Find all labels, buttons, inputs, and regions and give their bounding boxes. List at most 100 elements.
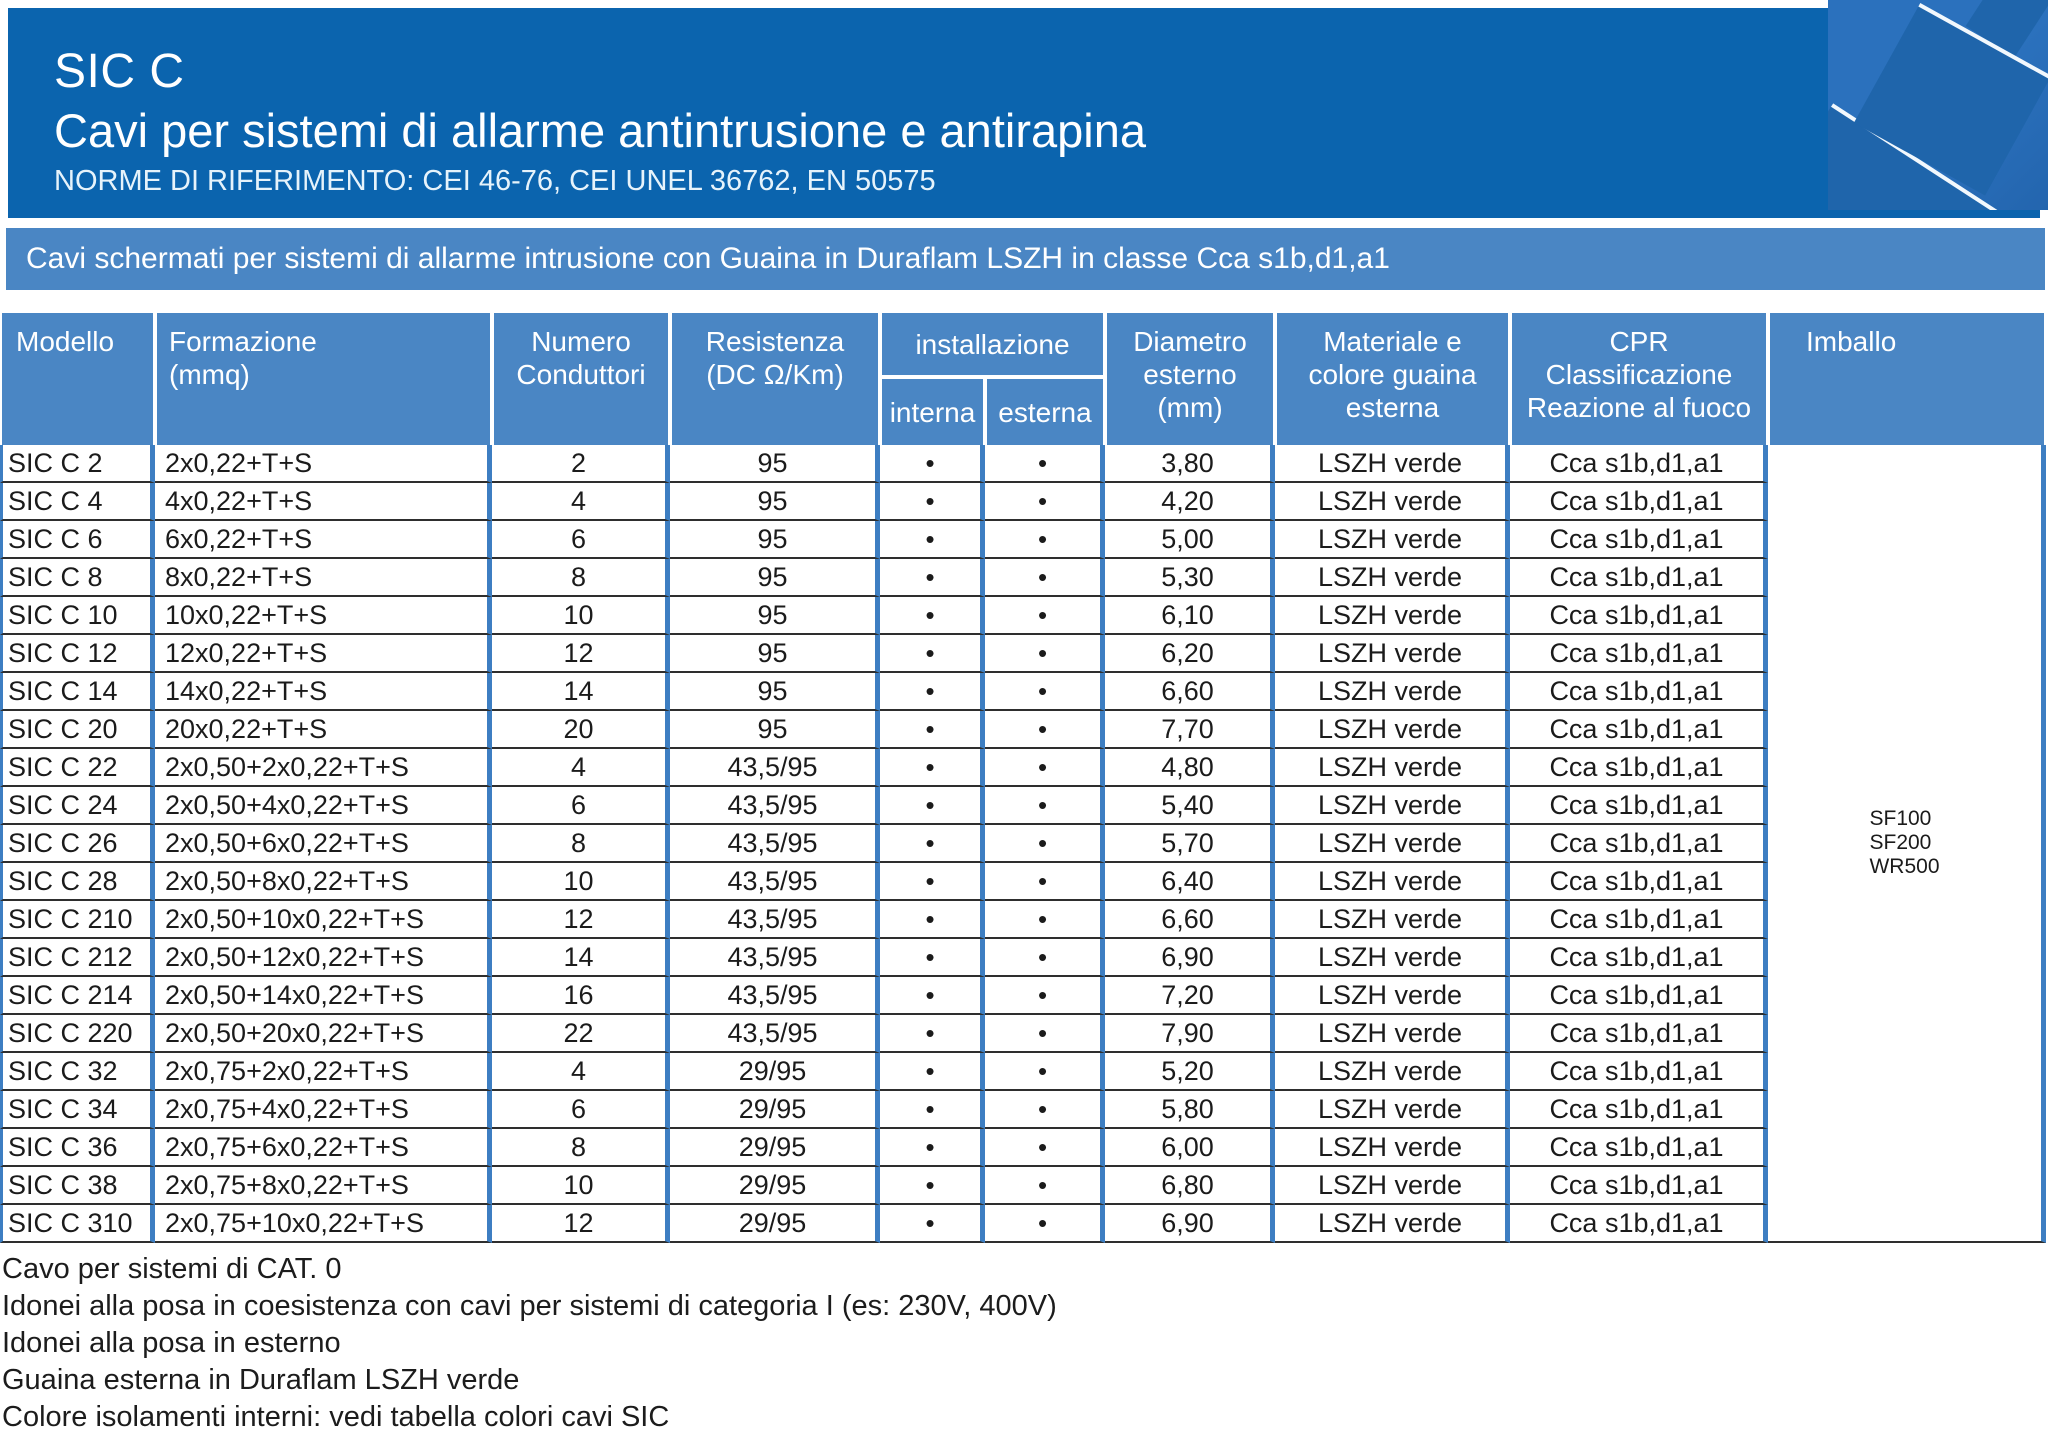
cell-resistenza: 43,5/95 (670, 977, 880, 1015)
cell-diametro: 5,30 (1105, 559, 1275, 597)
section-banner: Cavi schermati per sistemi di allarme in… (6, 228, 2045, 290)
imballo-value: SF200 (1869, 831, 1932, 854)
cell-diametro: 6,40 (1105, 863, 1275, 901)
cell-resistenza: 29/95 (670, 1091, 880, 1129)
cell-interna-dot: • (880, 863, 985, 901)
cell-formazione: 20x0,22+T+S (155, 711, 492, 749)
cell-modello: SIC C 10 (0, 597, 155, 635)
cell-diametro: 6,90 (1105, 939, 1275, 977)
cell-cpr: Cca s1b,d1,a1 (1510, 559, 1768, 597)
cell-guaina: LSZH verde (1275, 1167, 1510, 1205)
cell-guaina: LSZH verde (1275, 787, 1510, 825)
cell-conduttori: 22 (492, 1015, 670, 1053)
cell-esterna-dot: • (985, 787, 1105, 825)
cell-esterna-dot: • (985, 1015, 1105, 1053)
cell-diametro: 6,90 (1105, 1205, 1275, 1243)
cell-guaina: LSZH verde (1275, 711, 1510, 749)
cell-diametro: 5,70 (1105, 825, 1275, 863)
column-header-formazione: Formazione (mmq) (157, 313, 490, 445)
cell-esterna-dot: • (985, 1167, 1105, 1205)
cell-conduttori: 4 (492, 1053, 670, 1091)
column-header-numero: Numero Conduttori (494, 313, 668, 445)
cell-conduttori: 4 (492, 483, 670, 521)
column-header-imballo: Imballo (1770, 313, 2044, 445)
footer-note-line: Idonei alla posa in coesistenza con cavi… (2, 1290, 1057, 1322)
cell-resistenza: 95 (670, 711, 880, 749)
cell-cpr: Cca s1b,d1,a1 (1510, 787, 1768, 825)
cell-cpr: Cca s1b,d1,a1 (1510, 1053, 1768, 1091)
cell-formazione: 2x0,22+T+S (155, 445, 492, 483)
cell-interna-dot: • (880, 597, 985, 635)
cell-diametro: 6,10 (1105, 597, 1275, 635)
cell-interna-dot: • (880, 445, 985, 483)
cell-resistenza: 43,5/95 (670, 787, 880, 825)
cell-esterna-dot: • (985, 901, 1105, 939)
cell-resistenza: 43,5/95 (670, 939, 880, 977)
cell-conduttori: 6 (492, 787, 670, 825)
cell-conduttori: 10 (492, 597, 670, 635)
cell-cpr: Cca s1b,d1,a1 (1510, 711, 1768, 749)
cell-esterna-dot: • (985, 825, 1105, 863)
cell-cpr: Cca s1b,d1,a1 (1510, 863, 1768, 901)
cell-modello: SIC C 2 (0, 445, 155, 483)
cell-guaina: LSZH verde (1275, 901, 1510, 939)
cell-esterna-dot: • (985, 521, 1105, 559)
cell-guaina: LSZH verde (1275, 1015, 1510, 1053)
cable-table: Modello Formazione (mmq) Numero Condutto… (0, 313, 2046, 1243)
cell-formazione: 2x0,50+12x0,22+T+S (155, 939, 492, 977)
page-header-text: SIC C Cavi per sistemi di allarme antint… (8, 8, 2040, 198)
cell-resistenza: 95 (670, 559, 880, 597)
footer-note-line: Colore isolamenti interni: vedi tabella … (2, 1401, 670, 1433)
column-header-materiale: Materiale e colore guaina esterna (1277, 313, 1508, 445)
cell-cpr: Cca s1b,d1,a1 (1510, 597, 1768, 635)
cell-resistenza: 29/95 (670, 1167, 880, 1205)
column-header-modello: Modello (2, 313, 153, 445)
cable-graphic (1828, 0, 2048, 210)
cell-conduttori: 8 (492, 1129, 670, 1167)
cell-guaina: LSZH verde (1275, 635, 1510, 673)
column-header-resistenza: Resistenza (DC Ω/Km) (672, 313, 878, 445)
cell-formazione: 2x0,75+10x0,22+T+S (155, 1205, 492, 1243)
cell-interna-dot: • (880, 1205, 985, 1243)
footer-notes: Cavo per sistemi di CAT. 0 Idonei alla p… (2, 1251, 2040, 1436)
column-header-esterna: esterna (987, 379, 1103, 445)
cell-esterna-dot: • (985, 863, 1105, 901)
cell-formazione: 2x0,50+4x0,22+T+S (155, 787, 492, 825)
cell-resistenza: 29/95 (670, 1205, 880, 1243)
cell-resistenza: 43,5/95 (670, 825, 880, 863)
cell-diametro: 7,90 (1105, 1015, 1275, 1053)
imballo-value: WR500 (1869, 855, 1940, 878)
cell-resistenza: 95 (670, 597, 880, 635)
cell-formazione: 2x0,50+14x0,22+T+S (155, 977, 492, 1015)
cell-modello: SIC C 210 (0, 901, 155, 939)
cell-diametro: 6,80 (1105, 1167, 1275, 1205)
cell-diametro: 5,00 (1105, 521, 1275, 559)
cell-guaina: LSZH verde (1275, 749, 1510, 787)
product-code: SIC C (54, 45, 185, 98)
cell-resistenza: 29/95 (670, 1053, 880, 1091)
cell-diametro: 6,20 (1105, 635, 1275, 673)
cell-conduttori: 4 (492, 749, 670, 787)
cell-conduttori: 20 (492, 711, 670, 749)
cell-resistenza: 95 (670, 483, 880, 521)
cell-formazione: 10x0,22+T+S (155, 597, 492, 635)
cell-modello: SIC C 28 (0, 863, 155, 901)
cell-modello: SIC C 4 (0, 483, 155, 521)
cell-esterna-dot: • (985, 711, 1105, 749)
cell-modello: SIC C 34 (0, 1091, 155, 1129)
cell-diametro: 3,80 (1105, 445, 1275, 483)
cell-formazione: 6x0,22+T+S (155, 521, 492, 559)
cell-cpr: Cca s1b,d1,a1 (1510, 673, 1768, 711)
cell-guaina: LSZH verde (1275, 597, 1510, 635)
cell-resistenza: 43,5/95 (670, 863, 880, 901)
cell-modello: SIC C 24 (0, 787, 155, 825)
cell-cpr: Cca s1b,d1,a1 (1510, 1129, 1768, 1167)
cell-esterna-dot: • (985, 749, 1105, 787)
cell-guaina: LSZH verde (1275, 1205, 1510, 1243)
cell-guaina: LSZH verde (1275, 939, 1510, 977)
cell-interna-dot: • (880, 521, 985, 559)
cell-guaina: LSZH verde (1275, 1091, 1510, 1129)
cell-cpr: Cca s1b,d1,a1 (1510, 483, 1768, 521)
cell-guaina: LSZH verde (1275, 559, 1510, 597)
cell-formazione: 4x0,22+T+S (155, 483, 492, 521)
